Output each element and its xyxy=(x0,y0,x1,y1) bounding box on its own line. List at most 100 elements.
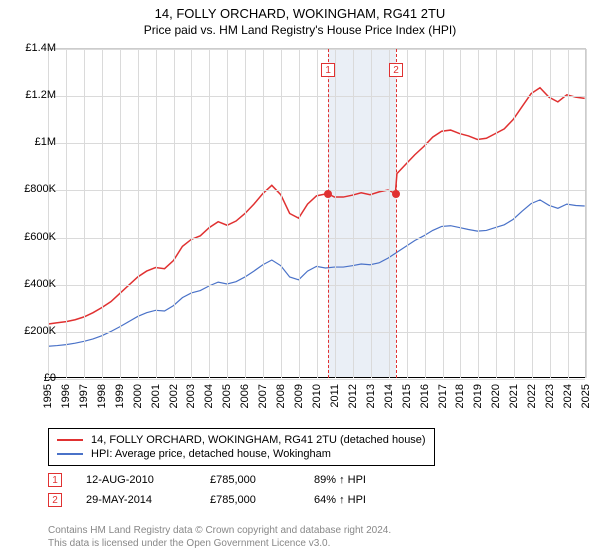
x-tick-label: 2023 xyxy=(544,384,556,408)
sale-row: 2 29-MAY-2014 £785,000 64% ↑ HPI xyxy=(48,490,414,510)
x-tick-label: 2019 xyxy=(472,384,484,408)
x-tick-label: 2007 xyxy=(257,384,269,408)
x-tick-label: 2021 xyxy=(508,384,520,408)
gridline-vertical xyxy=(156,49,157,378)
legend-item: HPI: Average price, detached house, Woki… xyxy=(57,447,426,461)
x-tick-label: 2005 xyxy=(221,384,233,408)
footer-line-2: This data is licensed under the Open Gov… xyxy=(48,537,391,550)
legend-item: 14, FOLLY ORCHARD, WOKINGHAM, RG41 2TU (… xyxy=(57,433,426,447)
gridline-vertical xyxy=(263,49,264,378)
x-tick-label: 2016 xyxy=(419,384,431,408)
gridline-vertical xyxy=(478,49,479,378)
gridline-vertical xyxy=(407,49,408,378)
x-tick-label: 2012 xyxy=(347,384,359,408)
x-tick-label: 1998 xyxy=(96,384,108,408)
y-tick-label: £600K xyxy=(24,231,56,243)
footer-line-1: Contains HM Land Registry data © Crown c… xyxy=(48,524,391,537)
gridline-vertical xyxy=(227,49,228,378)
sale-hpi: 64% ↑ HPI xyxy=(314,494,414,506)
sale-badge: 2 xyxy=(48,493,62,507)
chart-area: 12 xyxy=(48,48,586,378)
y-tick-label: £1.4M xyxy=(25,42,56,54)
plot-region: 12 xyxy=(48,48,586,378)
sale-callout: 1 xyxy=(321,63,335,77)
gridline-vertical xyxy=(496,49,497,378)
y-tick-label: £1.2M xyxy=(25,89,56,101)
footer-attribution: Contains HM Land Registry data © Crown c… xyxy=(48,524,391,550)
legend-label: 14, FOLLY ORCHARD, WOKINGHAM, RG41 2TU (… xyxy=(91,434,426,446)
gridline-vertical xyxy=(174,49,175,378)
legend-label: HPI: Average price, detached house, Woki… xyxy=(91,448,331,460)
gridline-vertical xyxy=(389,49,390,378)
gridline-vertical xyxy=(66,49,67,378)
gridline-vertical xyxy=(371,49,372,378)
x-tick-label: 2010 xyxy=(311,384,323,408)
gridline-vertical xyxy=(443,49,444,378)
gridline-vertical xyxy=(191,49,192,378)
gridline-vertical xyxy=(84,49,85,378)
x-tick-label: 2008 xyxy=(275,384,287,408)
x-tick-label: 1996 xyxy=(60,384,72,408)
x-tick-label: 1999 xyxy=(114,384,126,408)
x-tick-label: 2003 xyxy=(185,384,197,408)
chart-title: 14, FOLLY ORCHARD, WOKINGHAM, RG41 2TU xyxy=(0,6,600,21)
x-tick-label: 2018 xyxy=(454,384,466,408)
gridline-vertical xyxy=(514,49,515,378)
gridline-vertical xyxy=(102,49,103,378)
x-tick-label: 2004 xyxy=(203,384,215,408)
sale-marker xyxy=(324,190,332,198)
x-tick-label: 1995 xyxy=(42,384,54,408)
x-tick-label: 2014 xyxy=(383,384,395,408)
sale-vline xyxy=(396,49,397,378)
x-tick-label: 2013 xyxy=(365,384,377,408)
chart-subtitle: Price paid vs. HM Land Registry's House … xyxy=(0,23,600,37)
y-tick-label: £800K xyxy=(24,183,56,195)
gridline-vertical xyxy=(120,49,121,378)
x-tick-label: 2001 xyxy=(150,384,162,408)
gridline-vertical xyxy=(550,49,551,378)
legend: 14, FOLLY ORCHARD, WOKINGHAM, RG41 2TU (… xyxy=(48,428,435,466)
gridline-horizontal xyxy=(48,379,585,380)
legend-swatch xyxy=(57,453,83,455)
x-tick-label: 2015 xyxy=(401,384,413,408)
gridline-vertical xyxy=(245,49,246,378)
y-tick-label: £0 xyxy=(44,372,56,384)
gridline-vertical xyxy=(586,49,587,378)
sales-table: 1 12-AUG-2010 £785,000 89% ↑ HPI 2 29-MAY-201… xyxy=(48,470,414,510)
x-tick-label: 2022 xyxy=(526,384,538,408)
sale-row: 1 12-AUG-2010 £785,000 89% ↑ HPI xyxy=(48,470,414,490)
x-tick-label: 2000 xyxy=(132,384,144,408)
gridline-vertical xyxy=(209,49,210,378)
x-tick-label: 2025 xyxy=(580,384,592,408)
x-tick-label: 2017 xyxy=(437,384,449,408)
sale-marker xyxy=(392,190,400,198)
legend-swatch xyxy=(57,439,83,441)
gridline-vertical xyxy=(317,49,318,378)
x-tick-label: 2024 xyxy=(562,384,574,408)
gridline-vertical xyxy=(138,49,139,378)
x-tick-label: 2011 xyxy=(329,384,341,408)
gridline-vertical xyxy=(568,49,569,378)
gridline-vertical xyxy=(353,49,354,378)
gridline-vertical xyxy=(460,49,461,378)
gridline-vertical xyxy=(281,49,282,378)
gridline-vertical xyxy=(299,49,300,378)
x-tick-label: 2009 xyxy=(293,384,305,408)
gridline-vertical xyxy=(532,49,533,378)
gridline-vertical xyxy=(335,49,336,378)
y-tick-label: £400K xyxy=(24,278,56,290)
sale-badge: 1 xyxy=(48,473,62,487)
y-tick-label: £1M xyxy=(35,136,56,148)
sale-date: 29-MAY-2014 xyxy=(86,494,186,506)
sale-vline xyxy=(328,49,329,378)
sale-hpi: 89% ↑ HPI xyxy=(314,474,414,486)
sale-price: £785,000 xyxy=(210,494,290,506)
gridline-vertical xyxy=(425,49,426,378)
x-tick-label: 2006 xyxy=(239,384,251,408)
y-tick-label: £200K xyxy=(24,325,56,337)
x-tick-label: 2002 xyxy=(168,384,180,408)
sale-callout: 2 xyxy=(389,63,403,77)
x-tick-label: 2020 xyxy=(490,384,502,408)
sale-date: 12-AUG-2010 xyxy=(86,474,186,486)
sale-price: £785,000 xyxy=(210,474,290,486)
